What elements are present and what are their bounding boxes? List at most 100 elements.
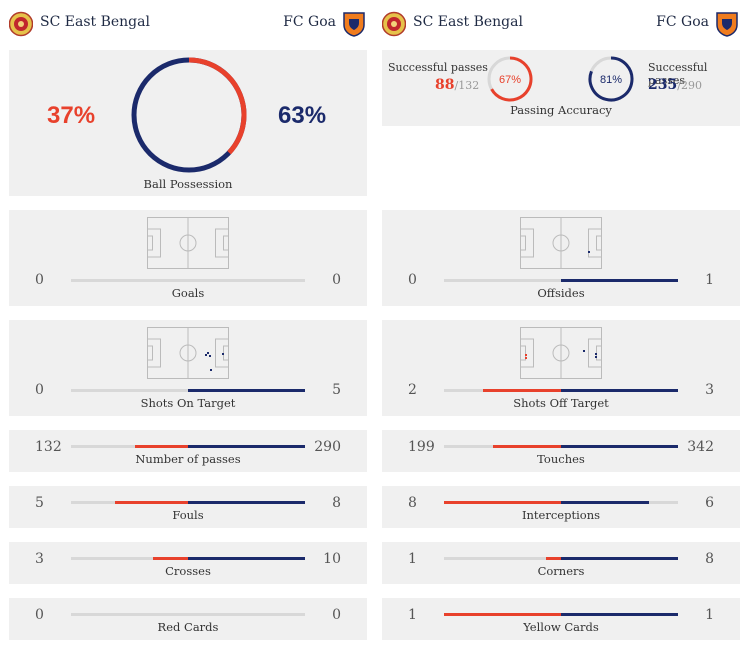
stat-bar xyxy=(71,501,305,504)
stat-away-value: 1 xyxy=(705,607,714,623)
stat-bar xyxy=(71,279,305,282)
shot-marker xyxy=(525,357,527,359)
stat-label: Crosses xyxy=(165,564,211,578)
away-bar xyxy=(561,389,678,392)
stat-label: Offsides xyxy=(537,286,585,300)
stat-card-shots-on-target: 0 5 Shots On Target xyxy=(9,320,367,416)
away-team-name: FC Goa xyxy=(283,14,336,30)
stat-away-value: 8 xyxy=(705,551,714,567)
away-bar xyxy=(188,389,305,392)
shot-marker xyxy=(222,353,224,355)
stat-home-value: 0 xyxy=(35,272,44,288)
home-bar xyxy=(483,389,561,392)
shot-marker xyxy=(525,354,527,356)
home-possession: 37% xyxy=(47,102,96,129)
shot-marker xyxy=(595,353,597,355)
stat-bar xyxy=(444,501,678,504)
stat-bar xyxy=(444,557,678,560)
stat-home-value: 0 xyxy=(35,382,44,398)
away-bar xyxy=(561,557,678,560)
stat-bar xyxy=(71,445,305,448)
stat-away-value: 1 xyxy=(705,272,714,288)
stat-label: Red Cards xyxy=(157,620,219,634)
shot-marker xyxy=(583,350,585,352)
stat-home-value: 0 xyxy=(408,272,417,288)
fc-goa-crest-icon xyxy=(716,12,738,37)
stat-bar xyxy=(71,389,305,392)
shot-marker xyxy=(207,352,209,354)
away-successful-passes: 235 xyxy=(648,77,678,93)
stat-card-crosses: 3 10 Crosses xyxy=(9,542,367,584)
stat-away-value: 0 xyxy=(332,607,341,623)
home-possession-arc xyxy=(188,57,247,155)
stat-home-value: 1 xyxy=(408,551,417,567)
team-header-right: SC East Bengal FC Goa xyxy=(382,0,740,46)
stat-bar xyxy=(71,557,305,560)
away-team-name: FC Goa xyxy=(656,14,709,30)
home-team-name: SC East Bengal xyxy=(413,14,523,30)
shot-marker xyxy=(205,354,207,356)
away-bar xyxy=(561,501,649,504)
away-total-passes: /290 xyxy=(677,79,702,92)
stat-card-goals: 0 0 Goals xyxy=(9,210,367,306)
home-passes-value: 88/132 xyxy=(435,77,479,93)
stat-card-yellow-cards: 1 1 Yellow Cards xyxy=(382,598,740,640)
stat-away-value: 3 xyxy=(705,382,714,398)
stat-label: Corners xyxy=(537,564,585,578)
home-bar xyxy=(444,613,561,616)
stat-label: Interceptions xyxy=(521,508,600,522)
offside-marker xyxy=(588,251,590,253)
stat-card-touches: 199 342 Touches xyxy=(382,430,740,472)
home-successful-passes: 88 xyxy=(435,77,455,93)
fc-goa-crest-icon xyxy=(343,12,365,37)
possession-donut xyxy=(131,57,247,173)
away-accuracy-text: 81% xyxy=(600,74,622,86)
stat-away-value: 290 xyxy=(314,439,341,455)
home-team-name: SC East Bengal xyxy=(40,14,150,30)
stat-home-value: 3 xyxy=(35,551,44,567)
home-bar xyxy=(492,445,561,448)
away-bar xyxy=(561,279,678,282)
stat-away-value: 0 xyxy=(332,272,341,288)
away-accuracy-arc xyxy=(588,56,634,102)
stat-home-value: 1 xyxy=(408,607,417,623)
east-bengal-crest-icon xyxy=(382,11,406,37)
stat-away-value: 5 xyxy=(332,382,341,398)
stat-card-corners: 1 8 Corners xyxy=(382,542,740,584)
football-pitch-icon xyxy=(147,217,229,269)
team-header-left: SC East Bengal FC Goa xyxy=(9,0,367,46)
stat-bar xyxy=(444,445,678,448)
stat-card-interceptions: 8 6 Interceptions xyxy=(382,486,740,528)
away-bar xyxy=(561,613,678,616)
stat-home-value: 5 xyxy=(35,495,44,511)
away-passes-label: Successful passes xyxy=(648,61,708,87)
stat-card-fouls: 5 8 Fouls xyxy=(9,486,367,528)
east-bengal-crest-icon xyxy=(9,11,33,37)
stat-label: Fouls xyxy=(172,508,204,522)
stat-label: Goals xyxy=(171,286,205,300)
home-bar xyxy=(546,557,561,560)
stat-home-value: 132 xyxy=(35,439,62,455)
possession-label: Ball Possession xyxy=(143,177,233,191)
home-bar xyxy=(114,501,188,504)
away-bar xyxy=(561,445,678,448)
home-bar xyxy=(152,557,188,560)
shot-marker xyxy=(595,356,597,358)
home-accuracy-ring: 67% xyxy=(487,56,533,102)
football-pitch-icon xyxy=(520,217,602,269)
stat-label: Yellow Cards xyxy=(523,620,599,634)
stat-label: Shots Off Target xyxy=(513,396,609,410)
passing-accuracy-label: Passing Accuracy xyxy=(510,103,612,117)
stat-home-value: 2 xyxy=(408,382,417,398)
away-possession: 63% xyxy=(278,102,327,129)
stat-home-value: 0 xyxy=(35,607,44,623)
away-column: SC East Bengal FC Goa Successful passes … xyxy=(382,0,740,640)
football-pitch-icon xyxy=(147,327,229,379)
stat-away-value: 342 xyxy=(687,439,714,455)
home-bar xyxy=(444,501,561,504)
stat-bar xyxy=(444,389,678,392)
possession-card: 37% 63% Ball Possession xyxy=(9,50,367,196)
football-pitch-icon xyxy=(520,327,602,379)
home-total-passes: /132 xyxy=(454,79,480,92)
home-bar xyxy=(134,445,188,448)
